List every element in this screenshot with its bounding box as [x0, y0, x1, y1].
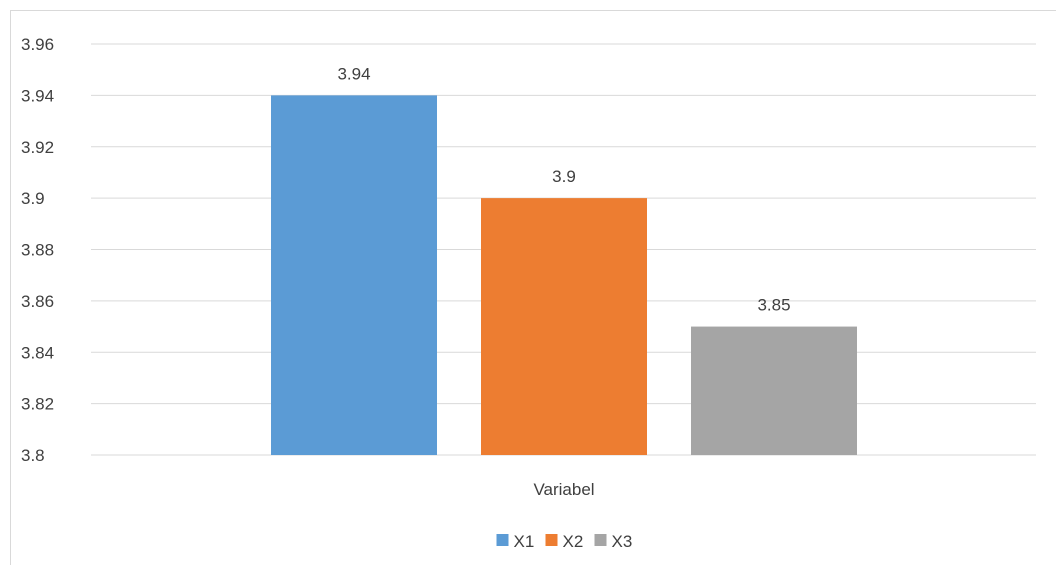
- y-tick-label: 3.8: [21, 446, 45, 465]
- y-tick-label: 3.84: [21, 343, 54, 362]
- y-axis-ticks: 3.8 3.82 3.84 3.86 3.88 3.9 3.92 3.94 3.96: [21, 35, 54, 465]
- y-tick-label: 3.9: [21, 189, 45, 208]
- y-tick-label: 3.92: [21, 138, 54, 157]
- y-tick-label: 3.88: [21, 241, 54, 260]
- y-tick-label: 3.94: [21, 86, 54, 105]
- chart-area: 3.8 3.82 3.84 3.86 3.88 3.9 3.92 3.94 3.96 3.94 3…: [10, 10, 1056, 565]
- bar-x2: [481, 198, 647, 455]
- legend-swatch: [594, 534, 607, 546]
- legend-swatch: [496, 534, 509, 546]
- legend-label: X1: [514, 532, 535, 551]
- legend-item-x1: X1: [496, 532, 535, 551]
- bars: [271, 95, 857, 455]
- data-label-x3: 3.85: [757, 296, 790, 315]
- x-tick-label: Variabel: [533, 480, 594, 499]
- data-label-x2: 3.9: [552, 167, 576, 186]
- data-label-x1: 3.94: [337, 64, 370, 83]
- legend-swatch: [545, 534, 558, 546]
- legend: X1 X2 X3: [496, 532, 633, 551]
- legend-label: X3: [612, 532, 633, 551]
- y-tick-label: 3.86: [21, 292, 54, 311]
- legend-item-x3: X3: [594, 532, 633, 551]
- y-tick-label: 3.82: [21, 395, 54, 414]
- legend-item-x2: X2: [545, 532, 584, 551]
- legend-label: X2: [563, 532, 584, 551]
- bar-x3: [691, 326, 857, 455]
- bar-chart: 3.83.823.843.863.883.93.923.943.96 3.943…: [21, 35, 1036, 551]
- data-labels: 3.94 3.9 3.85: [337, 64, 790, 314]
- x-axis-ticks: Variabel: [533, 480, 594, 499]
- bar-x1: [271, 95, 437, 455]
- y-tick-label: 3.96: [21, 35, 54, 54]
